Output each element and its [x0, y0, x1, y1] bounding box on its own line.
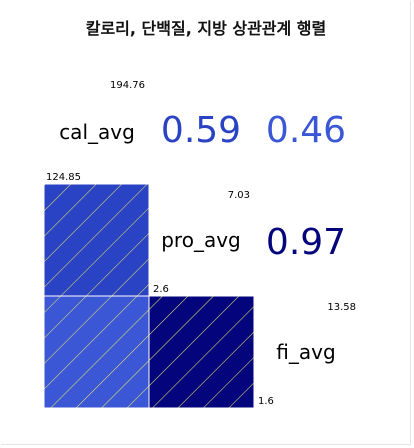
range-min-cal-avg: 124.85 — [46, 172, 81, 183]
variable-label-pro-avg: pro_avg — [161, 228, 241, 252]
chart-title: 칼로리, 단백질, 지방 상관관계 행렬 — [86, 19, 327, 38]
range-min-fi-avg: 1.6 — [258, 396, 274, 407]
correlation-cell-fi_avg-pro_avg — [148, 295, 255, 409]
correlation-value-pro-fi: 0.97 — [266, 222, 346, 263]
range-max-fi-avg: 13.58 — [327, 302, 356, 313]
range-max-cal-avg: 194.76 — [110, 80, 145, 91]
correlation-value-cal-pro: 0.59 — [161, 110, 241, 151]
correlation-cell-pro_avg-cal_avg — [43, 183, 150, 297]
correlation-cell-fi_avg-cal_avg — [43, 295, 150, 409]
variable-label-cal-avg: cal_avg — [59, 120, 135, 144]
correlation-value-cal-fi: 0.46 — [266, 110, 346, 151]
lower-triangle-cells — [43, 183, 255, 409]
variable-label-fi-avg: fi_avg — [276, 340, 335, 364]
range-max-pro-avg: 7.03 — [228, 190, 250, 201]
range-min-pro-avg: 2.6 — [153, 284, 169, 295]
